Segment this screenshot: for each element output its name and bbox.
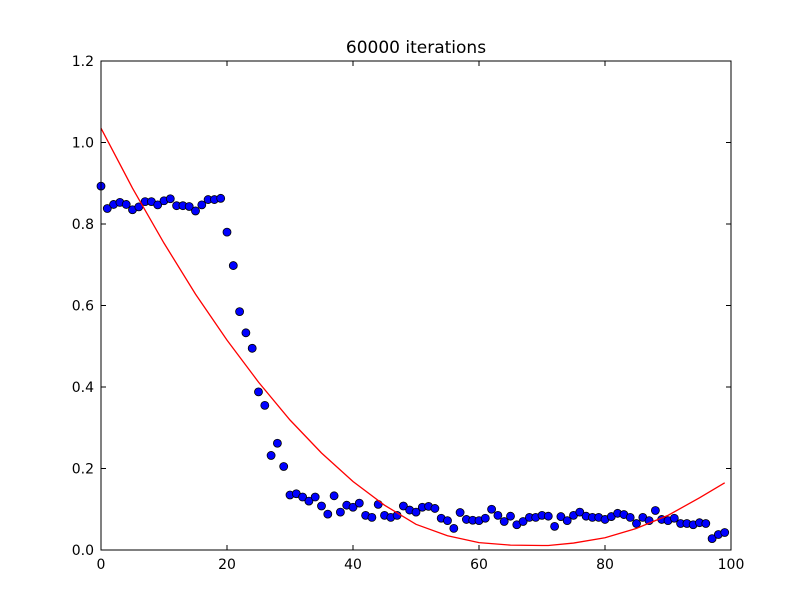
y-tick-label: 0.6 <box>72 299 94 315</box>
data-point <box>518 517 528 526</box>
data-point <box>260 400 270 410</box>
data-point <box>184 202 194 211</box>
data-point <box>651 506 660 515</box>
scatter-series <box>96 181 730 543</box>
data-point <box>449 524 459 533</box>
y-tick-label: 1.2 <box>72 54 94 70</box>
y-tick-label: 1.0 <box>72 136 94 152</box>
data-point <box>354 498 364 508</box>
x-tick-label: 40 <box>344 557 362 573</box>
data-point <box>493 510 503 520</box>
data-point <box>228 261 238 270</box>
data-point <box>398 501 408 511</box>
data-point <box>443 516 452 526</box>
data-point <box>487 504 497 514</box>
data-point <box>701 519 711 528</box>
data-point <box>197 200 207 210</box>
data-point <box>455 508 465 517</box>
data-point <box>480 513 490 523</box>
data-point <box>720 528 730 537</box>
data-point <box>348 502 358 512</box>
data-point <box>367 513 377 522</box>
data-point <box>506 511 515 521</box>
x-tick-label: 20 <box>218 557 236 573</box>
data-point <box>247 343 257 353</box>
plot-frame <box>100 60 732 551</box>
data-point <box>254 387 263 397</box>
data-point <box>102 204 112 213</box>
data-point <box>298 492 308 502</box>
ticks-layer: 0 20 40 60 80 100 0.0 0.2 0.4 0.6 0.8 1.0 1.2 <box>72 54 745 573</box>
data-point <box>411 507 421 517</box>
data-point <box>329 491 339 501</box>
data-point <box>121 200 131 209</box>
fit-curve <box>100 127 726 547</box>
data-point <box>550 521 559 531</box>
data-point <box>216 193 226 203</box>
data-point <box>669 513 679 523</box>
y-tick-label: 0.8 <box>72 217 94 233</box>
data-point <box>191 206 200 216</box>
data-point <box>707 534 717 543</box>
data-point <box>235 307 245 317</box>
data-point <box>335 507 345 517</box>
data-point <box>310 492 320 502</box>
x-tick-label: 60 <box>470 557 488 573</box>
y-tick-label: 0.0 <box>72 543 94 559</box>
data-point <box>323 509 333 519</box>
data-point <box>317 501 326 511</box>
data-point <box>543 511 553 521</box>
data-point <box>499 517 509 526</box>
data-point <box>272 438 282 448</box>
data-point <box>625 513 635 522</box>
data-point <box>266 451 276 460</box>
data-point <box>632 519 641 528</box>
data-point <box>562 516 572 526</box>
y-tick-label: 0.2 <box>72 462 94 478</box>
data-point <box>279 462 289 471</box>
data-point <box>165 194 175 204</box>
data-point <box>556 512 566 521</box>
data-point <box>153 200 163 210</box>
data-point <box>373 499 383 509</box>
x-tick-label: 80 <box>596 557 614 573</box>
chart-title: 60000 iterations <box>346 38 486 58</box>
data-point <box>241 328 251 338</box>
plot-layer <box>96 127 730 547</box>
x-tick-label: 100 <box>718 557 745 573</box>
y-tick-label: 0.4 <box>72 380 94 396</box>
data-point <box>575 507 585 517</box>
x-tick-label: 0 <box>97 557 106 573</box>
data-point <box>304 496 314 506</box>
data-point <box>222 227 232 237</box>
data-point <box>430 504 440 513</box>
